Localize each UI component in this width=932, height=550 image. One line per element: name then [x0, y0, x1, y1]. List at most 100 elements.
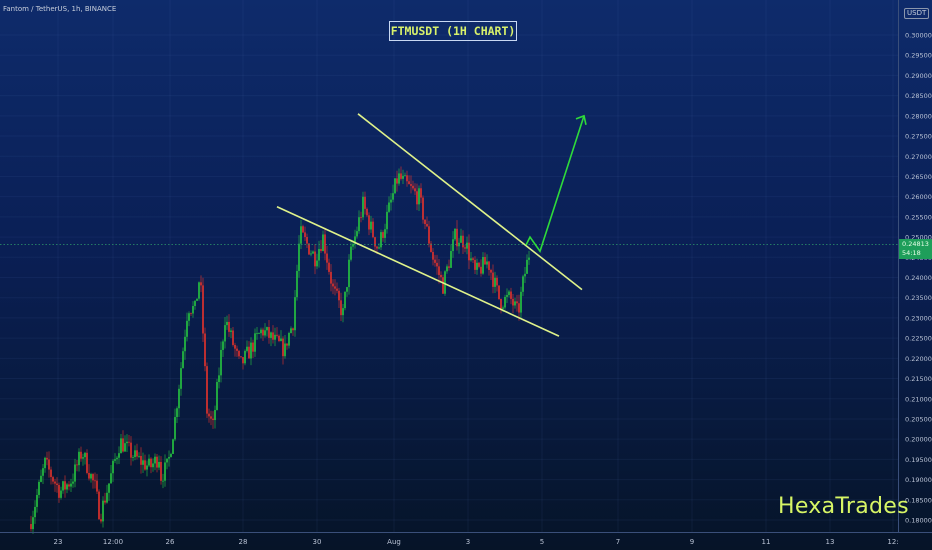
candle-body — [122, 438, 124, 452]
candle-body — [194, 300, 196, 307]
candle-body — [488, 261, 490, 270]
axis-divider — [898, 0, 899, 532]
candle-body — [32, 517, 34, 530]
candle-body — [226, 321, 228, 326]
candle-body — [106, 492, 108, 503]
candle-body — [336, 288, 338, 291]
candle-body — [70, 483, 72, 487]
price-tick-label: 0.20000 — [905, 436, 932, 444]
candle-body — [502, 307, 504, 309]
candle-body — [420, 188, 422, 198]
time-tick-label: 5 — [540, 538, 544, 546]
candle-body — [262, 329, 264, 336]
candle-body — [478, 262, 480, 267]
price-tick-label: 0.21000 — [905, 395, 932, 403]
candle-body — [346, 287, 348, 292]
candle-body — [512, 298, 514, 306]
price-tick-label: 0.19000 — [905, 476, 932, 484]
candle-body — [450, 250, 452, 268]
candle-body — [256, 333, 258, 335]
candle-body — [74, 464, 76, 482]
candle-body — [498, 285, 500, 300]
candle-body — [476, 262, 478, 270]
candle-body — [34, 506, 36, 518]
candle-body — [42, 468, 44, 476]
candle-body — [100, 519, 102, 522]
candle-body — [130, 442, 132, 458]
time-tick-label: 12: — [887, 538, 898, 546]
candle-body — [490, 269, 492, 273]
candle-body — [254, 333, 256, 352]
candle-body — [210, 416, 212, 419]
candle-body — [238, 350, 240, 357]
candle-body — [224, 325, 226, 342]
candle-body — [312, 251, 314, 254]
price-axis: 0.30000 0.29500 0.29000 0.28500 0.28000 0.275… — [905, 32, 932, 525]
candle-body — [462, 235, 464, 248]
bar-countdown: 54:18 — [902, 249, 921, 257]
time-tick-label: 23 — [54, 538, 63, 546]
candle-body — [510, 291, 512, 299]
candle-body — [138, 455, 140, 457]
candle-body — [432, 251, 434, 260]
candle-body — [298, 243, 300, 271]
candle-body — [80, 451, 82, 459]
candle-body — [110, 473, 112, 484]
lower-trendline — [276, 206, 560, 337]
price-tick-label: 0.26500 — [905, 173, 932, 181]
candle-body — [176, 408, 178, 418]
candle-body — [50, 469, 52, 478]
candle-body — [72, 481, 74, 484]
candle-body — [150, 458, 152, 468]
time-tick-label: 28 — [239, 538, 248, 546]
candle-body — [84, 452, 86, 458]
candle-body — [466, 242, 468, 249]
candle-body — [372, 221, 374, 238]
price-tick-label: 0.27000 — [905, 153, 932, 161]
candle-body — [182, 351, 184, 369]
candle-body — [30, 524, 32, 530]
candle-body — [286, 343, 288, 346]
candle-body — [358, 217, 360, 232]
candle-body — [508, 291, 510, 295]
candle-body — [168, 456, 170, 459]
symbol-info: Fantom / TetherUS, 1h, BINANCE — [3, 5, 117, 13]
candle-body — [136, 450, 138, 457]
candle-body — [92, 474, 94, 481]
candle-body — [164, 462, 166, 481]
candle-body — [268, 327, 270, 338]
candle-body — [308, 243, 310, 255]
candle-body — [366, 208, 368, 216]
candle-body — [392, 193, 394, 200]
candle-body — [272, 332, 274, 340]
candle-body — [270, 332, 272, 338]
candle-body — [180, 368, 182, 389]
candle-body — [222, 341, 224, 350]
price-tick-label: 0.25000 — [905, 234, 932, 242]
candle-body — [124, 443, 126, 452]
candle-body — [294, 297, 296, 331]
candle-body — [368, 215, 370, 230]
candle-body — [68, 484, 70, 487]
candle-body — [186, 320, 188, 337]
candle-body — [456, 228, 458, 247]
candle-body — [520, 291, 522, 313]
candle-body — [396, 178, 398, 184]
candle-body — [62, 481, 64, 491]
candle-body — [290, 328, 292, 334]
candle-body — [306, 237, 308, 244]
currency-badge[interactable]: USDT — [904, 8, 930, 19]
candles — [30, 166, 530, 534]
candle-body — [474, 259, 476, 270]
candle-body — [426, 224, 428, 227]
candle-body — [126, 441, 128, 444]
candle-body — [524, 273, 526, 277]
candle-body — [40, 475, 42, 482]
candle-body — [454, 228, 456, 240]
candle-body — [172, 439, 174, 454]
candle-body — [214, 409, 216, 421]
candle-body — [44, 457, 46, 469]
candle-body — [422, 197, 424, 220]
candle-body — [280, 338, 282, 341]
